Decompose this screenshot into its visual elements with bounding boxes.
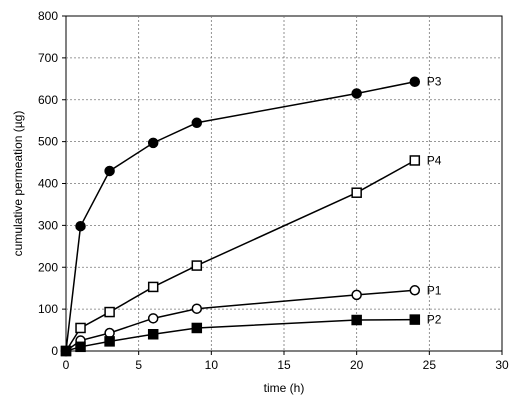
- data-point: [191, 117, 203, 129]
- data-point: [104, 336, 115, 347]
- x-tick-label: 5: [135, 358, 142, 372]
- data-point: [409, 285, 421, 296]
- data-point: [75, 322, 86, 334]
- y-tick-label: 500: [38, 135, 58, 149]
- data-point: [147, 329, 159, 340]
- series-label: P2: [427, 313, 442, 327]
- x-tick-label: 10: [205, 358, 219, 372]
- x-axis-ticks: 0 5 10 15 20 25 30: [63, 351, 509, 372]
- data-point: [351, 187, 362, 198]
- data-point: [75, 220, 86, 232]
- series-line-p4: [65, 159, 416, 352]
- y-tick-label: 800: [38, 9, 58, 23]
- data-point: [409, 155, 421, 166]
- y-axis-label: cumulative permeation (µg): [11, 111, 25, 257]
- series-label: P4: [427, 153, 442, 167]
- x-tick-label: 15: [277, 358, 291, 372]
- data-point: [191, 260, 203, 271]
- series-p2: P2: [60, 313, 442, 357]
- data-point: [147, 313, 159, 324]
- series-line-p2: [65, 318, 415, 352]
- y-tick-label: 200: [38, 260, 58, 274]
- y-axis-ticks: 0 100 200 300 400 500 600 700 800: [38, 9, 66, 358]
- series-label: P1: [427, 283, 442, 297]
- series-line-p3: [65, 81, 415, 352]
- x-tick-label: 30: [495, 358, 509, 372]
- y-tick-label: 0: [51, 344, 58, 358]
- series-group: P3 P4 P1 P2: [60, 75, 442, 357]
- y-tick-label: 400: [38, 177, 58, 191]
- data-point: [351, 314, 362, 326]
- data-point: [147, 137, 159, 149]
- y-tick-label: 600: [38, 93, 58, 107]
- data-point: [351, 88, 362, 99]
- x-tick-label: 0: [63, 358, 70, 372]
- data-point: [409, 76, 421, 87]
- data-point: [75, 341, 86, 353]
- x-tick-label: 20: [350, 358, 364, 372]
- data-point: [351, 289, 362, 301]
- y-tick-label: 300: [38, 218, 58, 232]
- y-tick-label: 700: [38, 51, 58, 65]
- y-tick-label: 100: [38, 302, 58, 316]
- data-point: [104, 165, 115, 177]
- data-point: [104, 306, 115, 318]
- data-point: [60, 345, 72, 357]
- x-tick-label: 25: [423, 358, 437, 372]
- series-label: P3: [427, 75, 442, 89]
- data-point: [147, 281, 159, 293]
- data-point: [191, 303, 203, 314]
- x-axis-label: time (h): [264, 381, 305, 395]
- data-point: [409, 314, 421, 325]
- series-p3: P3: [60, 75, 442, 357]
- data-point: [191, 322, 203, 334]
